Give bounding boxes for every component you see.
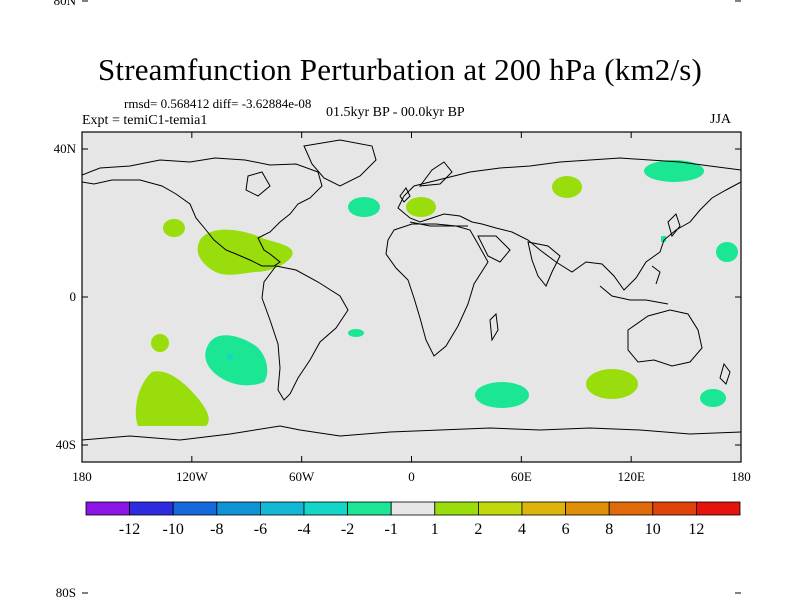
lat-tick-label: 40N (54, 141, 77, 156)
colorbar-label: 1 (431, 521, 439, 538)
lat-tick-label: 80S (56, 585, 76, 600)
plot-title: Streamfunction Perturbation at 200 hPa (… (97, 52, 703, 87)
anomaly-south-pacific-small (151, 334, 169, 352)
lat-tick-label: 80N (54, 0, 77, 8)
longitude-axis: 180 120W 60W 0 60E 120E 180 (72, 132, 751, 484)
colorbar-label: -10 (163, 521, 184, 538)
anomaly-central-asia (552, 176, 582, 198)
colorbar: -12 -10 -8 -6 -4 -2 -1 1 2 4 6 8 10 12 (85, 501, 741, 538)
colorbar-swatch (347, 501, 392, 516)
colorbar-label: 4 (518, 521, 526, 538)
lat-tick-label: 0 (70, 289, 77, 304)
colorbar-label: 6 (562, 521, 570, 538)
colorbar-label: 2 (474, 521, 482, 538)
lon-tick-label: 60W (289, 469, 315, 484)
colorbar-swatch (259, 501, 305, 516)
anomaly-contours (82, 139, 741, 441)
colorbar-swatch (172, 501, 218, 516)
anomaly-tasman (700, 389, 726, 407)
anomaly-west-pacific-north (163, 219, 185, 237)
lon-tick-label: 60E (511, 469, 532, 484)
colorbar-label: 8 (605, 521, 613, 538)
anomaly-north-pacific-east (644, 160, 704, 182)
colorbar-label: -2 (341, 521, 354, 538)
anomaly-indian-ocean-west (475, 382, 529, 408)
colorbar-label: -1 (385, 521, 398, 538)
anomaly-north-america (197, 229, 293, 275)
lon-tick-label: 120E (617, 469, 645, 484)
colorbar-swatch (608, 501, 654, 516)
colorbar-label: -6 (254, 521, 267, 538)
lon-tick-label: 180 (72, 469, 92, 484)
colorbar-swatch (696, 501, 741, 516)
colorbar-label: -4 (297, 521, 310, 538)
period-label: 01.5kyr BP - 00.0kyr BP (326, 105, 465, 120)
colorbar-label: 10 (645, 521, 661, 538)
anomaly-indian-ocean-east (586, 369, 638, 399)
colorbar-swatch (129, 501, 174, 516)
colorbar-swatch (85, 501, 130, 516)
anomaly-southeast-pacific-core (227, 354, 233, 360)
colorbar-label: -12 (119, 521, 140, 538)
colorbar-swatch (521, 501, 566, 516)
lon-tick-label: 0 (408, 469, 415, 484)
colorbar-swatch (565, 501, 610, 516)
latitude-axis: 80N 40N 0 40S 80S (54, 0, 741, 600)
lon-tick-label: 120W (176, 469, 209, 484)
colorbar-swatch (390, 501, 436, 516)
lon-tick-label: 180 (731, 469, 751, 484)
colorbar-swatch (477, 501, 523, 516)
anomaly-south-atlantic (348, 329, 364, 337)
coastlines (82, 139, 741, 441)
colorbar-swatch (216, 501, 261, 516)
colorbar-swatch (303, 501, 348, 516)
anomaly-southeast-pacific (205, 335, 268, 386)
stats-text: rmsd= 0.568412 diff= -3.62884e-08 (124, 96, 312, 111)
colorbar-swatch (652, 501, 697, 516)
anomaly-east-china-sea (661, 236, 666, 242)
experiment-label: Expt = temiC1-temia1 (82, 113, 208, 128)
anomaly-west-pacific (716, 242, 738, 262)
season-label: JJA (710, 112, 732, 127)
anomaly-south-pacific-large (135, 371, 209, 426)
anomaly-europe (406, 197, 436, 217)
colorbar-label: -8 (210, 521, 223, 538)
colorbar-label: 12 (688, 521, 704, 538)
anomaly-north-atlantic (348, 197, 380, 217)
lat-tick-label: 40S (56, 437, 76, 452)
colorbar-swatch (434, 501, 479, 516)
